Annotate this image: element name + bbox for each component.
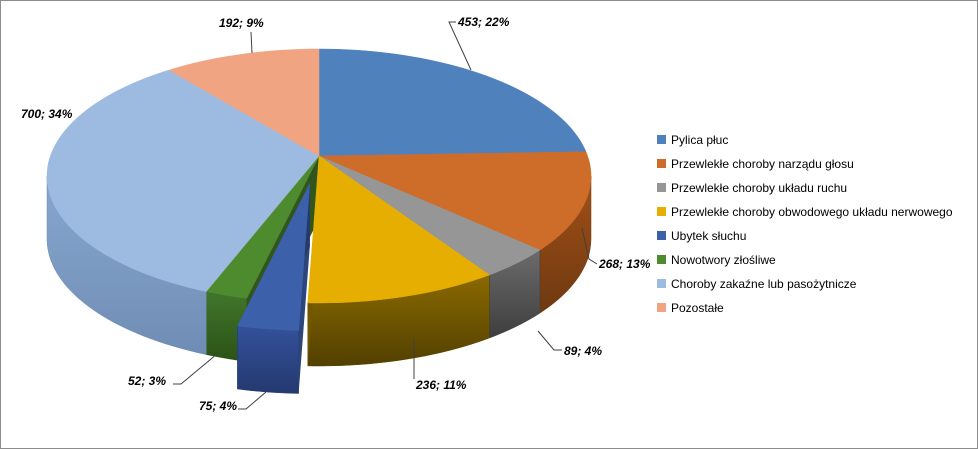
legend-swatch-icon	[657, 159, 666, 168]
legend-label: Ubytek słuchu	[671, 228, 747, 243]
legend-item-5[interactable]: Nowotwory złośliwe	[657, 251, 977, 268]
pie-walls	[46, 175, 592, 367]
legend-label: Przewlekłe choroby obwodowego układu ner…	[671, 204, 953, 219]
pie-slice-1[interactable]	[318, 151, 592, 251]
chart-legend: Pylica płuc Przewlekłe choroby narządu gł…	[657, 131, 977, 323]
data-label-leader-1	[581, 227, 598, 265]
data-label-3: 236; 11%	[415, 378, 467, 392]
legend-item-6[interactable]: Choroby zakaźne lub pasożytnicze	[657, 275, 977, 292]
data-label-1: 268; 13%	[598, 257, 651, 271]
pie-data-labels: 453; 22% 268; 13% 89; 4% 236; 11% 75; 4% 52; …	[21, 15, 651, 413]
data-label-6: 700; 34%	[21, 107, 73, 121]
legend-swatch-icon	[657, 279, 666, 288]
legend-label: Pylica płuc	[671, 132, 729, 147]
pie-slice-3[interactable]	[307, 155, 490, 304]
legend-swatch-icon	[657, 207, 666, 216]
pie-slice-2[interactable]	[318, 155, 541, 276]
data-label-leader-2	[537, 330, 562, 351]
pie-slice-6[interactable]	[46, 69, 320, 292]
data-label-5: 52; 3%	[128, 374, 166, 388]
data-label-2: 89; 4%	[564, 344, 602, 358]
pie-slice-5[interactable]	[205, 155, 320, 299]
pie-slice-wall-4[interactable]	[237, 325, 299, 394]
legend-swatch-icon	[657, 231, 666, 240]
pie-tops	[46, 48, 592, 331]
legend-swatch-icon	[657, 183, 666, 192]
pie-slice-7[interactable]	[168, 48, 320, 157]
legend-item-0[interactable]: Pylica płuc	[657, 131, 977, 148]
legend-item-1[interactable]: Przewlekłe choroby narządu głosu	[657, 155, 977, 172]
data-label-leader-4	[238, 391, 267, 410]
data-label-leader-0	[448, 21, 472, 71]
pie-slice-0[interactable]	[318, 48, 587, 157]
legend-item-7[interactable]: Pozostałe	[657, 299, 977, 316]
legend-swatch-icon	[657, 303, 666, 312]
legend-swatch-icon	[657, 255, 666, 264]
legend-swatch-icon	[657, 135, 666, 144]
data-label-0: 453; 22%	[457, 15, 510, 29]
legend-label: Przewlekłe choroby narządu głosu	[671, 156, 854, 171]
data-label-leader-5	[173, 353, 218, 385]
legend-item-2[interactable]: Przewlekłe choroby układu ruchu	[657, 179, 977, 196]
data-label-4: 75; 4%	[199, 399, 237, 413]
legend-label: Nowotwory złośliwe	[671, 252, 776, 267]
legend-label: Choroby zakaźne lub pasożytnicze	[671, 276, 857, 291]
legend-item-3[interactable]: Przewlekłe choroby obwodowego układu ner…	[657, 203, 977, 220]
legend-label: Przewlekłe choroby układu ruchu	[671, 180, 848, 195]
data-label-leader-7	[250, 31, 253, 54]
pie-slice-4[interactable]	[237, 183, 311, 331]
data-label-7: 192; 9%	[219, 16, 264, 30]
legend-label: Pozostałe	[671, 300, 724, 315]
legend-item-4[interactable]: Ubytek słuchu	[657, 227, 977, 244]
